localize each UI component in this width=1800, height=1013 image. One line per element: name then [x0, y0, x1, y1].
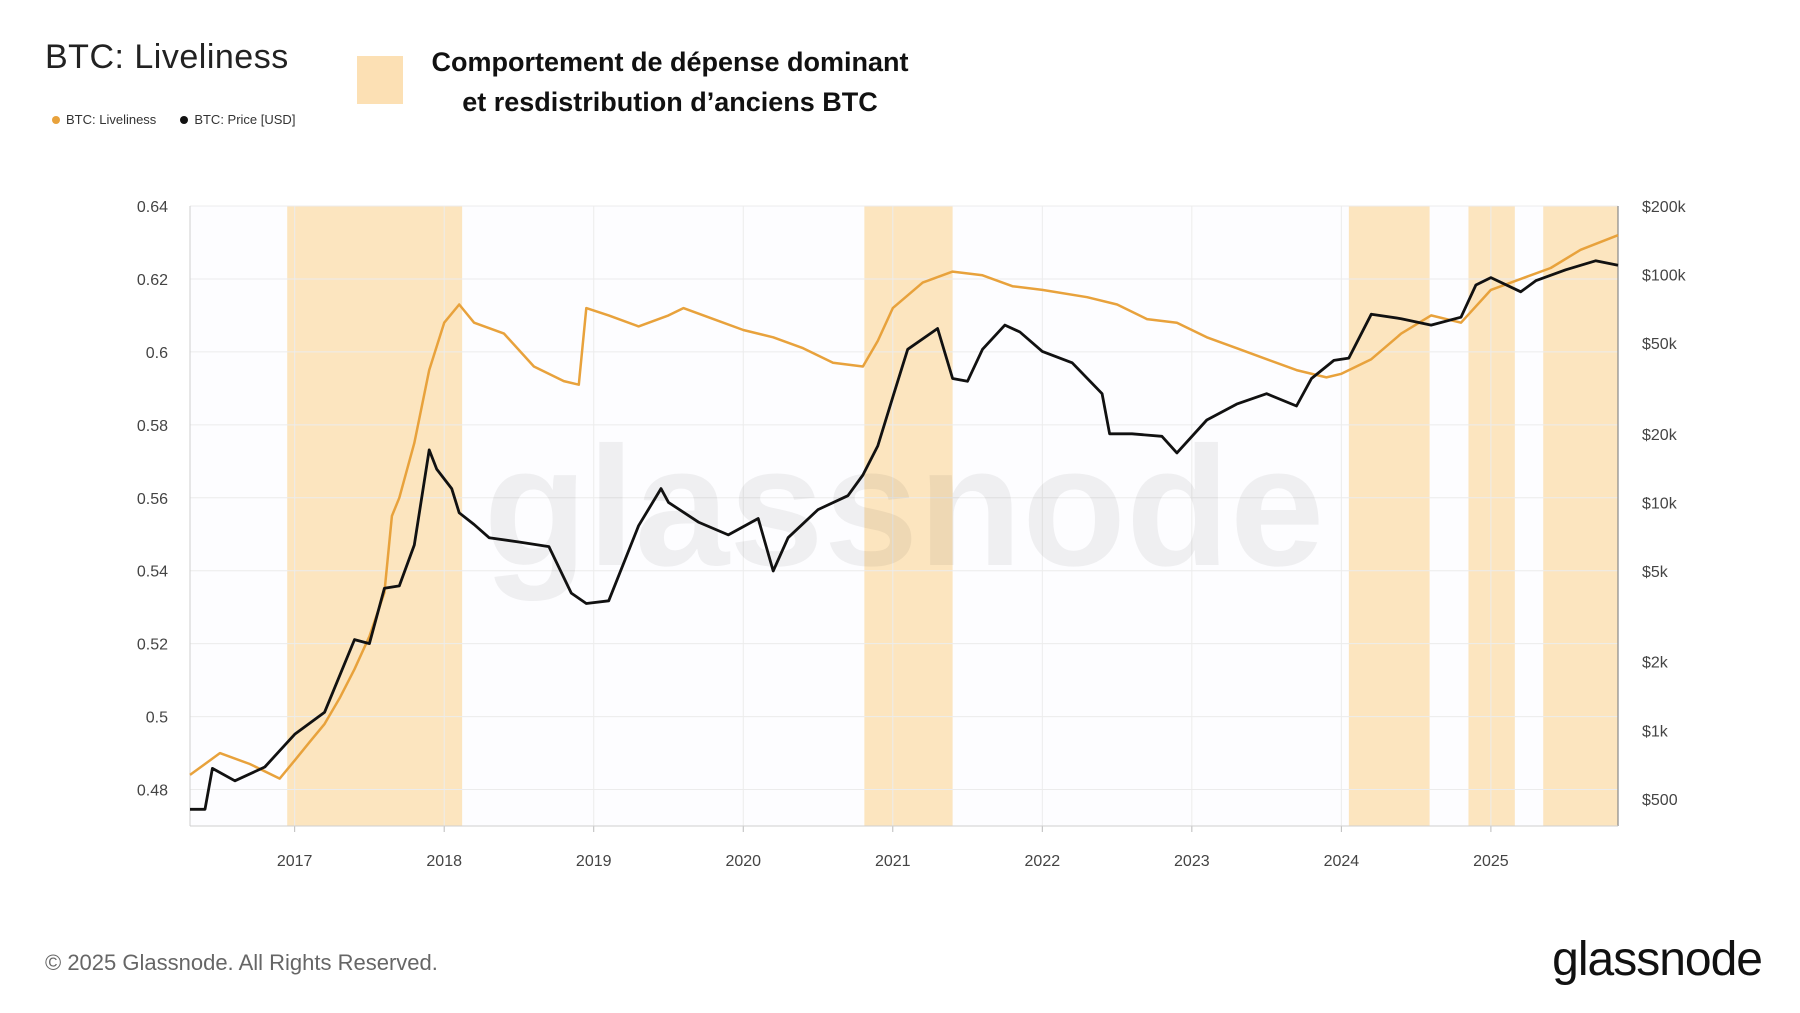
y-right-tick-label: $1k	[1642, 723, 1669, 740]
y-left-tick-label: 0.48	[137, 783, 168, 800]
annotation-line-2: et resdistribution d’anciens BTC	[462, 87, 878, 117]
y-left-tick-label: 0.5	[146, 710, 168, 727]
chart-legend: BTC: Liveliness BTC: Price [USD]	[52, 112, 295, 127]
y-right-tick-label: $5k	[1642, 564, 1669, 581]
x-tick-label: 2021	[875, 853, 911, 870]
x-tick-label: 2023	[1174, 853, 1210, 870]
shaded-period-2	[864, 206, 953, 826]
legend-item-liveliness[interactable]: BTC: Liveliness	[52, 112, 156, 127]
shaded-band-swatch	[357, 56, 403, 104]
x-tick-label: 2022	[1025, 853, 1061, 870]
x-tick-label: 2024	[1324, 853, 1360, 870]
series-line-price	[190, 259, 1619, 811]
shaded-period-3	[1348, 206, 1430, 826]
x-tick-label: 2025	[1473, 853, 1509, 870]
copyright-notice: © 2025 Glassnode. All Rights Reserved.	[45, 950, 438, 975]
y-right-tick-label: $2k	[1642, 655, 1669, 672]
y-left-tick-label: 0.6	[146, 345, 168, 362]
liveliness-dot-icon	[52, 115, 60, 124]
y-left-tick-label: 0.62	[137, 272, 168, 289]
chart-title: BTC: Liveliness	[45, 38, 289, 76]
y-right-tick-label: $200k	[1642, 199, 1687, 216]
shaded-period-5	[1543, 206, 1618, 826]
shaded-band-annotation: Comportement de dépense dominant et resd…	[420, 42, 920, 122]
y-right-tick-label: $10k	[1642, 495, 1678, 512]
annotation-line-1: Comportement de dépense dominant	[431, 47, 909, 77]
y-right-tick-label: $500	[1642, 792, 1678, 809]
y-right-tick-label: $20k	[1642, 427, 1678, 444]
y-right-tick-label: $50k	[1642, 336, 1678, 353]
y-left-tick-label: 0.58	[137, 418, 168, 435]
glassnode-logo: glassnode	[1552, 933, 1763, 986]
shaded-period-1	[287, 206, 463, 826]
x-tick-label: 2019	[576, 853, 612, 870]
x-tick-label: 2018	[426, 853, 462, 870]
legend-item-price[interactable]: BTC: Price [USD]	[180, 112, 295, 127]
x-tick-label: 2017	[277, 853, 313, 870]
shaded-period-4	[1468, 206, 1515, 826]
x-tick-label: 2020	[725, 853, 761, 870]
y-left-tick-label: 0.64	[137, 199, 168, 216]
legend-label-price: BTC: Price [USD]	[194, 112, 296, 127]
y-left-tick-label: 0.56	[137, 491, 168, 508]
y-right-tick-label: $100k	[1642, 268, 1687, 285]
y-left-tick-label: 0.54	[137, 564, 168, 581]
watermark-text: glassnode	[484, 412, 1325, 602]
y-left-tick-label: 0.52	[137, 637, 168, 654]
legend-label-liveliness: BTC: Liveliness	[66, 112, 157, 127]
price-dot-icon	[180, 115, 189, 124]
